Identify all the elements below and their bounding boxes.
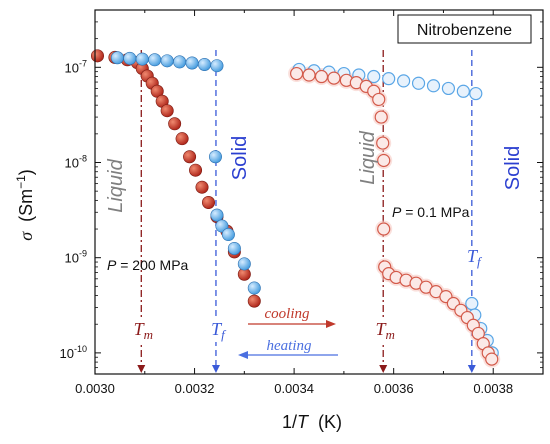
data-point-cooling_0.1MPa [485, 352, 499, 366]
phase-label-liquid-right: Liquid [357, 130, 379, 184]
transition-label-tm_200: Tm [134, 319, 153, 342]
data-point-cooling_200MPa [189, 163, 203, 177]
data-point-heating_0.1MPa [426, 79, 441, 93]
phase-label-solid-left: Solid [229, 136, 251, 180]
data-point-heating_200MPa [185, 56, 199, 70]
data-point-heating_0.1MPa [411, 76, 426, 90]
cooling-label: cooling [265, 306, 310, 322]
y-tick-label: 10-10 [60, 344, 87, 361]
data-point-heating_200MPa [208, 150, 222, 164]
cooling-arrow [248, 320, 336, 328]
data-point-cooling_0.1MPa [314, 69, 329, 84]
pressure-01mpa-label: P = 0.1 MPa [392, 204, 470, 220]
data-point-heating_0.1MPa [441, 81, 456, 96]
data-point-heating_0.1MPa [382, 72, 396, 86]
transition-label-bg [210, 319, 229, 342]
plot-frame [94, 9, 544, 375]
x-tick-label: 0.0030 [75, 381, 115, 396]
data-points [90, 49, 501, 368]
data-point-heating_0.1MPa [397, 74, 411, 88]
transition-label-bg [465, 246, 485, 269]
x-tick-label: 0.0032 [175, 381, 215, 396]
data-point-cooling_200MPa [247, 294, 261, 308]
data-point-cooling_200MPa [175, 132, 189, 146]
phase-label-liquid-left: Liquid [105, 158, 127, 212]
y-axis-title: σ (Sm−1) [14, 169, 36, 241]
transition-arrowhead-tm_200 [137, 365, 146, 373]
data-point-cooling_200MPa [201, 196, 215, 210]
transition-arrowhead-tm_01 [379, 365, 388, 373]
data-point-heating_200MPa [110, 51, 124, 65]
transition-label-tm_01: Tm [376, 319, 395, 342]
data-point-heating_0.1MPa [367, 69, 381, 84]
data-point-heating_0.1MPa [465, 296, 479, 311]
data-point-heating_200MPa [135, 52, 149, 66]
transition-label-tf_01: Tf [467, 246, 483, 269]
data-point-cooling_0.1MPa [327, 71, 341, 85]
data-point-heating_200MPa [123, 51, 137, 65]
data-point-cooling_0.1MPa [374, 110, 388, 124]
y-tick-label: 10-9 [65, 249, 87, 266]
data-point-cooling_0.1MPa [302, 68, 316, 82]
data-point-heating_200MPa [237, 257, 251, 271]
transition-labels: Tm Tf Tm Tf [132, 246, 485, 342]
data-point-heating_200MPa [247, 281, 261, 295]
transition-label-bg [374, 319, 396, 342]
x-tick-label: 0.0036 [374, 381, 414, 396]
data-point-heating_200MPa [173, 55, 187, 69]
y-tick-label: 10-8 [65, 154, 87, 171]
phase-label-solid-right: Solid [502, 146, 524, 190]
data-point-heating_0.1MPa [469, 86, 483, 101]
data-point-cooling_0.1MPa [372, 92, 386, 107]
data-point-cooling_200MPa [160, 104, 174, 118]
data-point-heating_0.1MPa [456, 84, 470, 98]
heating-arrow [238, 351, 338, 359]
data-point-cooling_200MPa [195, 180, 209, 194]
title-box [397, 14, 532, 44]
y-tick-label: 10-7 [65, 58, 87, 75]
data-point-heating_200MPa [221, 228, 235, 242]
data-point-cooling_0.1MPa [377, 222, 391, 236]
data-point-heating_200MPa [160, 54, 174, 68]
data-point-cooling_0.1MPa [290, 66, 304, 81]
data-point-cooling_200MPa [183, 150, 197, 164]
chart-title: Nitrobenzene [417, 22, 512, 39]
data-point-cooling_0.1MPa [377, 153, 391, 168]
data-point-heating_200MPa [148, 53, 162, 67]
x-tick-label: 0.0038 [473, 381, 513, 396]
data-point-heating_200MPa [210, 208, 224, 222]
data-point-heating_200MPa [198, 58, 212, 72]
transition-arrowhead-tf_01 [467, 365, 476, 373]
axis-ticks: 0.0030 0.0032 0.0034 0.0036 0.0038 10-10 10-9 1… [60, 9, 544, 396]
x-tick-label: 0.0034 [274, 381, 314, 396]
pressure-200mpa-label: P = 200 MPa [107, 257, 189, 273]
data-point-cooling_200MPa [168, 117, 182, 131]
data-point-cooling_0.1MPa [376, 136, 390, 150]
data-point-cooling_200MPa [90, 49, 104, 63]
transition-arrowhead-tf_200 [211, 365, 220, 373]
transition-label-bg [132, 319, 154, 342]
data-point-heating_200MPa [227, 241, 241, 255]
data-point-heating_200MPa [210, 59, 224, 73]
transition-label-tf_200: Tf [211, 319, 227, 342]
x-axis-title: 1/T (K) [282, 412, 342, 432]
heating-label: heating [267, 338, 312, 354]
